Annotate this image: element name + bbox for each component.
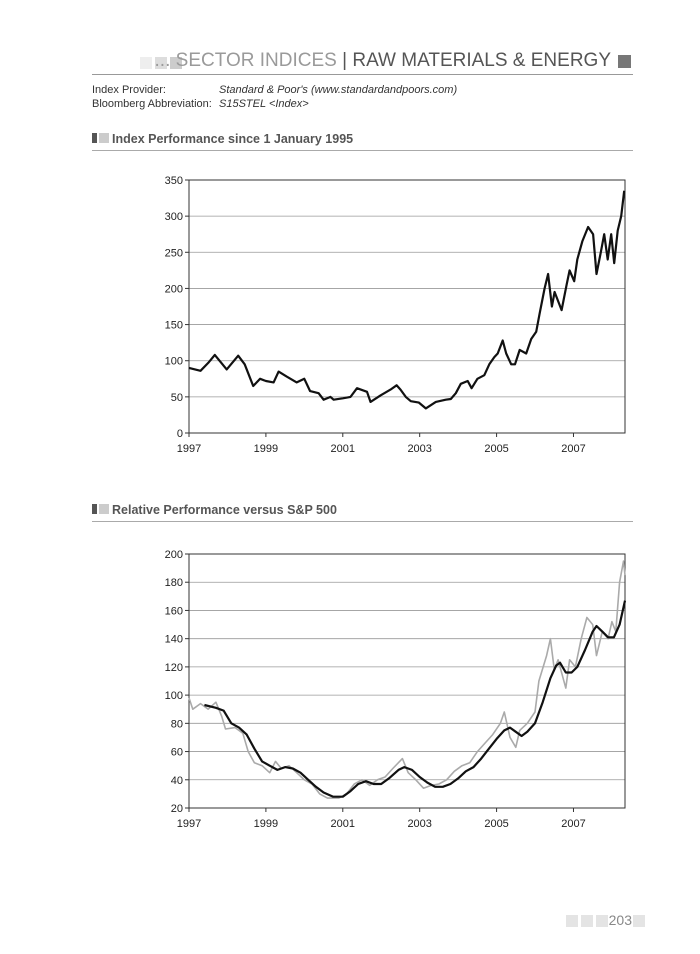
- x-tick-label: 1997: [177, 818, 201, 830]
- index-provider-row: Index Provider: Standard & Poor's (www.st…: [92, 84, 457, 96]
- y-tick-label: 100: [165, 690, 183, 702]
- header-end-square-icon: [618, 55, 631, 68]
- page-square-icon: [580, 915, 593, 928]
- series-line-index: [188, 190, 626, 410]
- section-title: Index Performance since 1 January 1995: [112, 132, 354, 146]
- y-tick-label: 20: [171, 803, 183, 815]
- section-marker-icon: [99, 504, 109, 514]
- y-tick-label: 160: [165, 605, 183, 617]
- x-tick-label: 2001: [331, 818, 355, 830]
- page-square-icon: [565, 915, 578, 928]
- y-tick-label: 200: [165, 549, 183, 561]
- x-tick-label: 2005: [484, 818, 508, 830]
- y-tick-label: 350: [165, 175, 183, 187]
- y-tick-label: 80: [171, 718, 183, 730]
- page-square-icon: [595, 915, 608, 928]
- section-marker-icon: [92, 504, 97, 514]
- y-tick-label: 300: [165, 211, 183, 223]
- y-tick-label: 40: [171, 775, 183, 787]
- header-squares-icon: [140, 54, 185, 72]
- page-number: 203: [565, 912, 648, 928]
- page-square-icon: [633, 915, 645, 928]
- x-tick-label: 2005: [484, 443, 508, 455]
- series-line-moving-average: [204, 600, 627, 798]
- y-tick-label: 0: [177, 428, 183, 440]
- abbr-value: S15STEL <Index>: [219, 98, 309, 110]
- section-title: Relative Performance versus S&P 500: [112, 503, 337, 517]
- y-tick-label: 120: [165, 662, 183, 674]
- x-tick-label: 1999: [254, 443, 278, 455]
- series-line-relative-performance: [188, 560, 626, 799]
- bloomberg-row: Bloomberg Abbreviation: S15STEL <Index>: [92, 98, 309, 110]
- header-section: SECTOR INDICES: [175, 50, 337, 71]
- section-heading-relative-performance: Relative Performance versus S&P 500: [92, 503, 633, 522]
- section-heading-index-performance: Index Performance since 1 January 1995: [92, 132, 633, 151]
- page-number-text: 203: [608, 912, 632, 928]
- y-tick-label: 250: [165, 247, 183, 259]
- header-title: ... SECTOR INDICES | RAW MATERIALS & ENE…: [155, 50, 611, 72]
- y-tick-label: 100: [165, 356, 183, 368]
- section-marker-icon: [92, 133, 97, 143]
- x-tick-label: 1997: [177, 443, 201, 455]
- y-tick-label: 50: [171, 392, 183, 404]
- header-separator: |: [342, 50, 348, 71]
- plot-area: [188, 553, 626, 809]
- y-tick-label: 140: [165, 634, 183, 646]
- plot-area: [188, 179, 626, 434]
- provider-value: Standard & Poor's (www.standardandpoors.…: [219, 84, 458, 96]
- y-tick-label: 180: [165, 577, 183, 589]
- header-prefix: ...: [154, 50, 171, 71]
- x-tick-label: 2007: [561, 818, 585, 830]
- x-tick-label: 2003: [407, 818, 431, 830]
- x-tick-label: 2001: [331, 443, 355, 455]
- abbr-label: Bloomberg Abbreviation:: [92, 98, 212, 110]
- y-tick-label: 60: [171, 747, 183, 759]
- x-tick-label: 2003: [407, 443, 431, 455]
- section-marker-icon: [99, 133, 109, 143]
- y-tick-label: 150: [165, 320, 183, 332]
- page-header: ... SECTOR INDICES | RAW MATERIALS & ENE…: [92, 50, 633, 75]
- x-tick-label: 2007: [561, 443, 585, 455]
- provider-label: Index Provider:: [92, 84, 166, 96]
- x-tick-label: 1999: [254, 818, 278, 830]
- y-tick-label: 200: [165, 283, 183, 295]
- header-main-title: RAW MATERIALS & ENERGY: [352, 50, 611, 71]
